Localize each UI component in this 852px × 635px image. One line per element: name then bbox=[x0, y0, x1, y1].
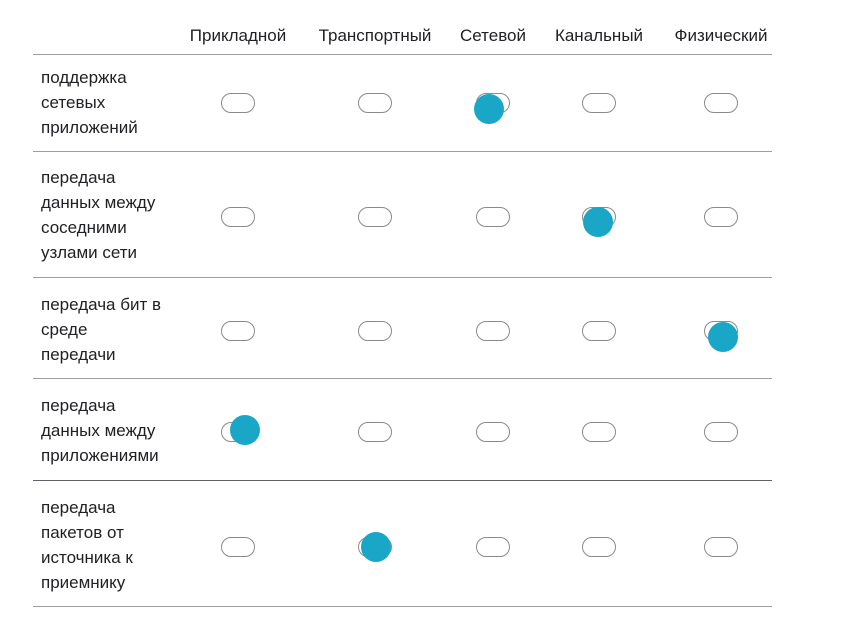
option-toggle-fizichesky[interactable] bbox=[704, 321, 738, 341]
option-toggle-prikladnoy[interactable] bbox=[221, 321, 255, 341]
row-label-line: источника к bbox=[41, 548, 133, 567]
row-label: передача данных между соседними узлами с… bbox=[41, 165, 181, 265]
option-toggle-transportny[interactable] bbox=[358, 422, 392, 442]
option-toggle-prikladnoy[interactable] bbox=[221, 422, 255, 442]
option-toggle-fizichesky[interactable] bbox=[704, 93, 738, 113]
row-label-line: передача bbox=[41, 498, 116, 517]
grid-row-packet-delivery: передача пакетов от источника к приемник… bbox=[33, 481, 772, 607]
option-toggle-kanalny[interactable] bbox=[582, 422, 616, 442]
grid-row-data-between-nodes: передача данных между соседними узлами с… bbox=[33, 152, 772, 278]
column-header-kanalny: Канальный bbox=[554, 26, 644, 45]
row-label-line: передача бит в bbox=[41, 295, 162, 314]
row-label-line: данных между bbox=[41, 421, 156, 440]
row-label-line: соседними bbox=[41, 218, 127, 237]
option-toggle-transportny[interactable] bbox=[358, 207, 392, 227]
row-label-line: данных между bbox=[41, 193, 156, 212]
option-toggle-fizichesky[interactable] bbox=[704, 422, 738, 442]
column-header-setevoy: Сетевой bbox=[459, 26, 527, 45]
column-header-transportny: Транспортный bbox=[318, 26, 432, 45]
option-toggle-fizichesky[interactable] bbox=[704, 207, 738, 227]
option-toggle-kanalny[interactable] bbox=[582, 537, 616, 557]
row-label: поддержка сетевых приложений bbox=[41, 65, 181, 140]
row-label-line: узлами сети bbox=[41, 243, 138, 262]
row-label: передача пакетов от источника к приемник… bbox=[41, 495, 181, 595]
row-label: передача данных между приложениями bbox=[41, 393, 181, 468]
row-label-line: пакетов от bbox=[41, 523, 124, 542]
option-toggle-setevoy[interactable] bbox=[476, 422, 510, 442]
row-label: передача бит в среде передачи bbox=[41, 292, 181, 367]
grid-row-bit-transmission: передача бит в среде передачи bbox=[33, 278, 772, 379]
option-toggle-prikladnoy[interactable] bbox=[221, 537, 255, 557]
row-label-line: приложениями bbox=[41, 446, 159, 465]
option-toggle-setevoy[interactable] bbox=[476, 93, 510, 113]
option-toggle-setevoy[interactable] bbox=[476, 321, 510, 341]
option-toggle-transportny[interactable] bbox=[358, 537, 392, 557]
row-label-line: передача bbox=[41, 396, 116, 415]
grid-row-support-network-apps: поддержка сетевых приложений bbox=[33, 55, 772, 152]
row-label-line: среде bbox=[41, 320, 88, 339]
row-label-line: приемнику bbox=[41, 573, 126, 592]
row-label-line: поддержка bbox=[41, 68, 127, 87]
option-toggle-kanalny[interactable] bbox=[582, 93, 616, 113]
option-toggle-kanalny[interactable] bbox=[582, 207, 616, 227]
row-label-line: передачи bbox=[41, 345, 116, 364]
column-header-prikladnoy: Прикладной bbox=[189, 26, 287, 45]
column-header-fizichesky: Физический bbox=[674, 26, 768, 45]
option-toggle-prikladnoy[interactable] bbox=[221, 93, 255, 113]
option-toggle-prikladnoy[interactable] bbox=[221, 207, 255, 227]
row-label-line: передача bbox=[41, 168, 116, 187]
grid-row-data-between-apps: передача данных между приложениями bbox=[33, 379, 772, 481]
matching-grid: Прикладной Транспортный Сетевой Канальны… bbox=[33, 0, 772, 607]
option-toggle-setevoy[interactable] bbox=[476, 207, 510, 227]
option-toggle-transportny[interactable] bbox=[358, 93, 392, 113]
row-label-line: приложений bbox=[41, 118, 138, 137]
option-toggle-fizichesky[interactable] bbox=[704, 537, 738, 557]
option-toggle-transportny[interactable] bbox=[358, 321, 392, 341]
option-toggle-setevoy[interactable] bbox=[476, 537, 510, 557]
row-label-line: сетевых bbox=[41, 93, 106, 112]
option-toggle-kanalny[interactable] bbox=[582, 321, 616, 341]
grid-header-row: Прикладной Транспортный Сетевой Канальны… bbox=[33, 0, 772, 55]
